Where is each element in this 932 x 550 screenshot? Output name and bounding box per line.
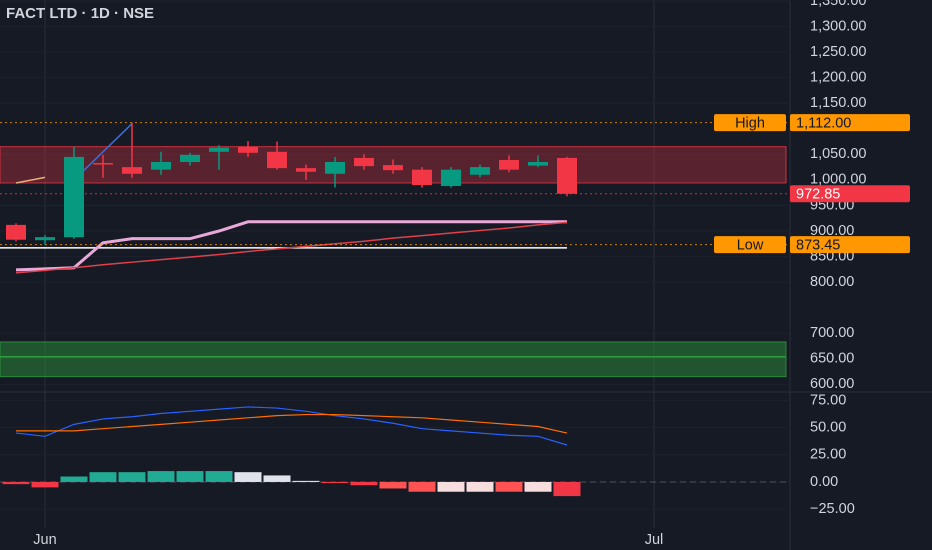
- candle-body: [528, 162, 548, 166]
- x-tick-label: Jul: [645, 532, 664, 548]
- zone: [0, 341, 787, 378]
- indicator-line: [16, 413, 568, 434]
- candle-body: [6, 224, 26, 240]
- price-label-box: [790, 185, 910, 203]
- y2-tick-label: 25.00: [810, 447, 846, 463]
- y2-tick-label: −25.00: [810, 501, 855, 517]
- candle-body: [296, 168, 316, 172]
- plot-layer: [0, 122, 790, 497]
- y-tick-label: 1,050.00: [810, 146, 866, 162]
- y-tick-label: 1,300.00: [810, 18, 866, 34]
- histogram-bar: [147, 471, 175, 482]
- candle-body: [35, 237, 55, 241]
- histogram-bar: [495, 481, 523, 492]
- histogram-bar: [234, 472, 262, 482]
- candle-body: [238, 146, 258, 153]
- histogram-bar: [321, 481, 349, 484]
- price-label-name: Low: [737, 237, 764, 253]
- histogram-bar: [437, 481, 465, 492]
- candle-body: [412, 169, 432, 186]
- overlay-line: [15, 221, 568, 274]
- y2-tick-label: 50.00: [810, 419, 846, 435]
- candle-body: [122, 167, 142, 174]
- candle-body: [64, 156, 84, 238]
- histogram-bar: [118, 472, 146, 482]
- histogram-bar: [263, 475, 291, 482]
- y-tick-label: 700.00: [810, 325, 854, 341]
- price-label-value: 873.45: [796, 237, 840, 253]
- histogram-bar: [205, 471, 233, 482]
- candle-body: [441, 169, 461, 187]
- price-label-box: [790, 236, 910, 254]
- y-tick-label: 1,000.00: [810, 172, 866, 188]
- y-tick-label: 1,150.00: [810, 95, 866, 111]
- histogram-bar: [350, 481, 378, 486]
- histogram-bar: [408, 481, 436, 492]
- y2-tick-label: 75.00: [810, 392, 846, 408]
- label-layer: Jun Jul 1,350.00 1,300.00 1,250.00 1,200.00 1,…: [33, 0, 910, 548]
- histogram-bar: [176, 471, 204, 482]
- histogram-bar: [89, 472, 117, 482]
- y-tick-label: 600.00: [810, 376, 854, 392]
- candle-body: [557, 157, 577, 194]
- histogram-bar: [379, 481, 407, 489]
- y-tick-label: 1,200.00: [810, 70, 866, 86]
- candle-body: [93, 163, 113, 165]
- histogram-bar: [31, 481, 59, 488]
- chart-title: FACT LTD · 1D · NSE: [6, 5, 154, 22]
- x-tick-label: Jun: [33, 532, 56, 548]
- candle-body: [209, 147, 229, 152]
- indicator-line: [15, 406, 568, 446]
- price-label-value: 1,112.00: [796, 115, 851, 131]
- histogram-bar: [292, 480, 320, 482]
- price-label-value: 972.85: [796, 187, 840, 203]
- candle-body: [499, 159, 519, 170]
- y-tick-label: 1,350.00: [810, 0, 866, 9]
- price-label-name: High: [735, 115, 765, 131]
- candle-body: [325, 162, 345, 174]
- candle-body: [267, 151, 287, 169]
- histogram-bar: [466, 481, 494, 492]
- y-tick-label: 1,250.00: [810, 44, 866, 60]
- candle-body: [470, 167, 490, 175]
- y-tick-label: 650.00: [810, 351, 854, 367]
- candle-body: [383, 165, 403, 171]
- candle-body: [354, 157, 374, 167]
- y2-tick-label: 0.00: [810, 474, 838, 490]
- histogram-bar: [524, 481, 552, 492]
- background-layer: [0, 0, 790, 528]
- overlay-line: [15, 176, 46, 184]
- y-tick-label: 800.00: [810, 274, 854, 290]
- price-label-box: [790, 114, 910, 132]
- histogram-bar: [60, 476, 88, 482]
- histogram-bar: [553, 481, 581, 497]
- histogram-bar: [2, 481, 30, 485]
- price-label-name-box: [714, 236, 786, 254]
- candle-body: [151, 162, 171, 170]
- overlay-line: [15, 220, 567, 272]
- candle-body: [180, 154, 200, 163]
- y-tick-label: 900.00: [810, 223, 854, 239]
- price-label-name-box: [714, 114, 786, 132]
